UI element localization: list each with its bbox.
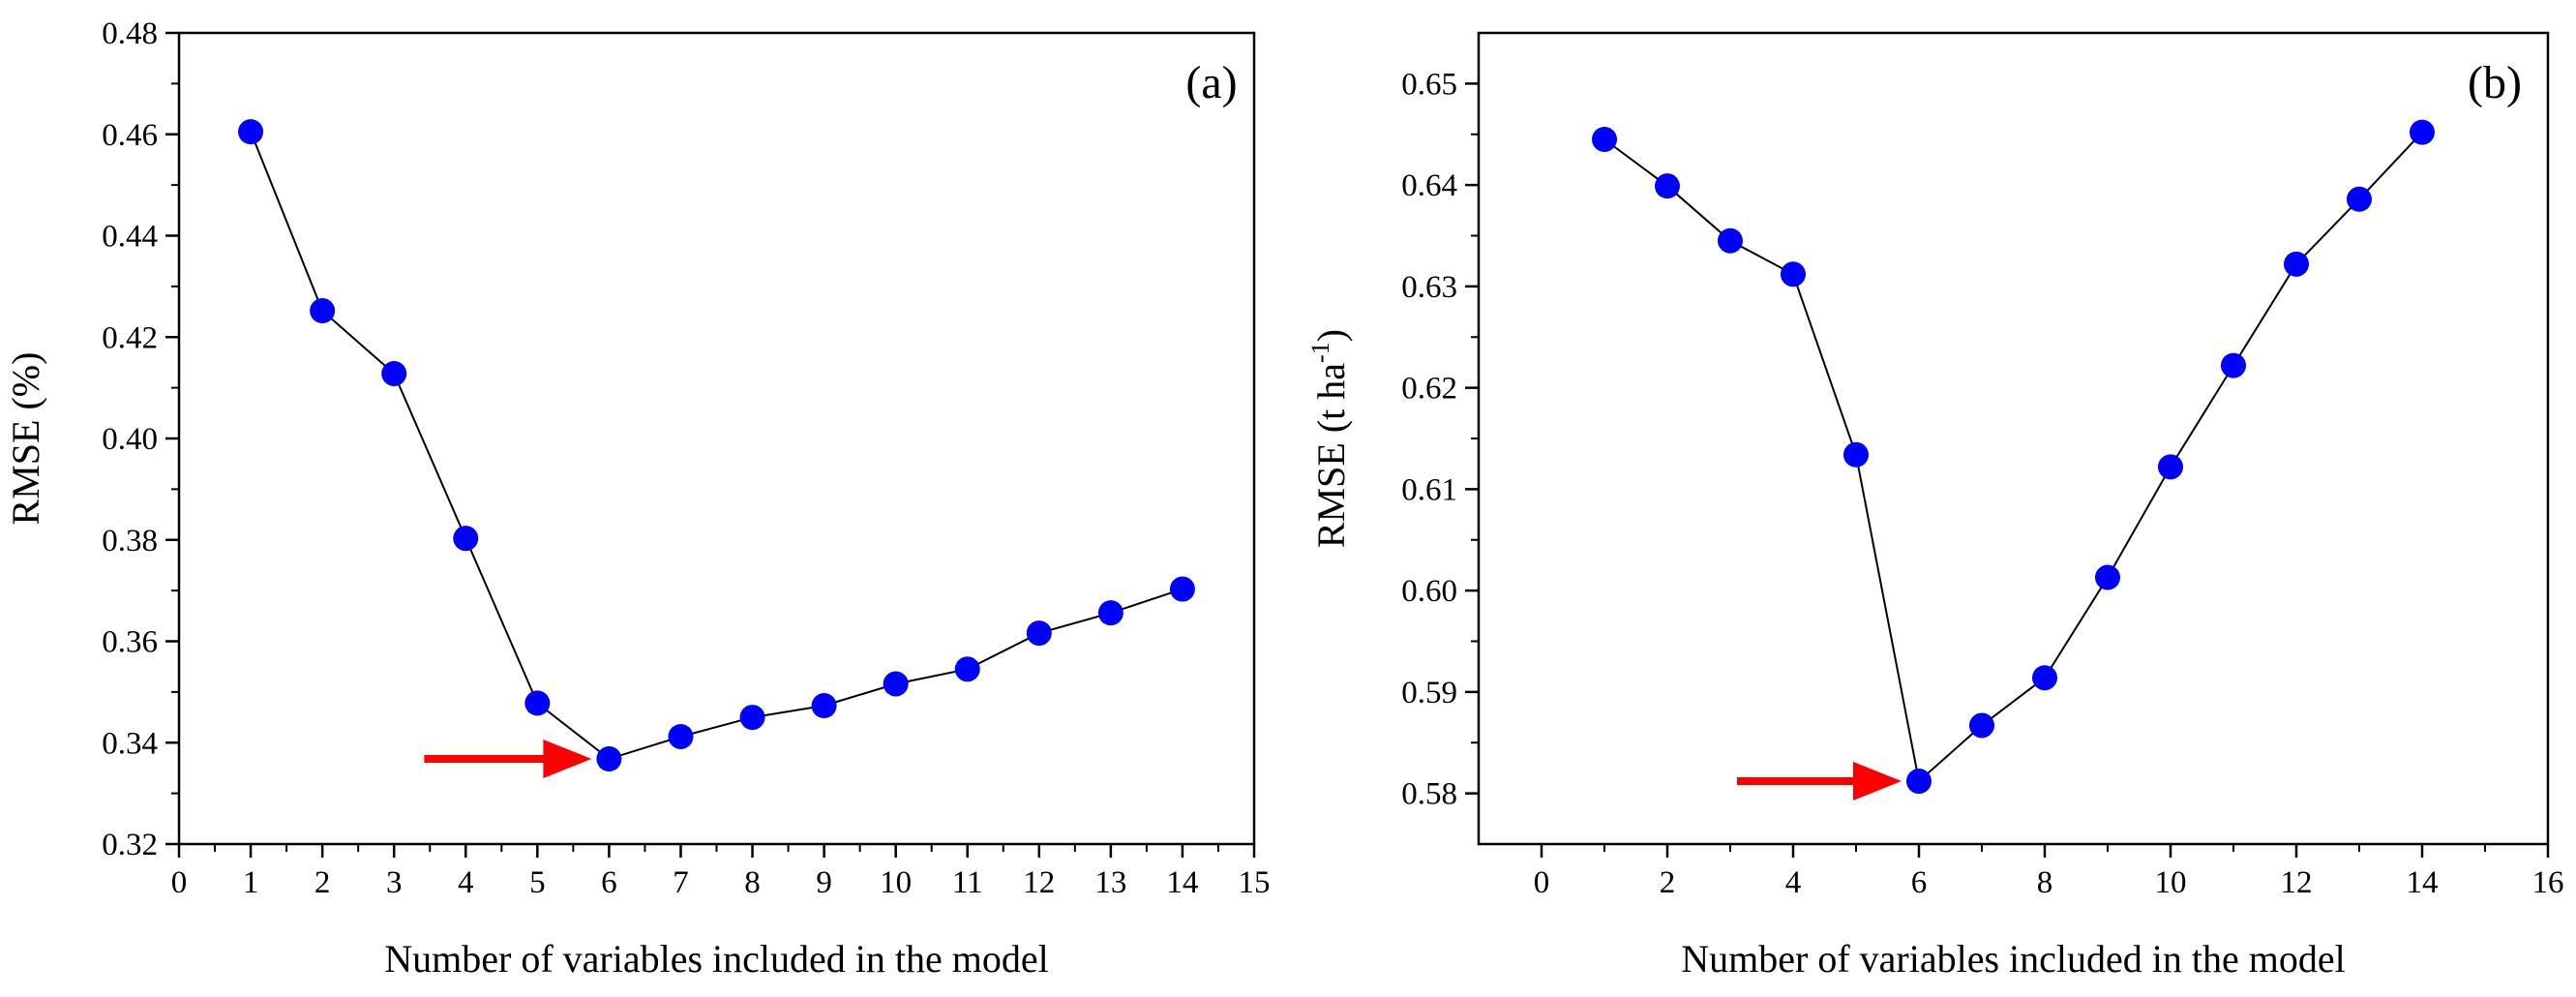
chart-a-x-tick-label: 13 — [1094, 865, 1126, 900]
chart-a-y-tick-label: 0.34 — [102, 726, 158, 761]
chart-a-x-tick-label: 7 — [673, 865, 689, 900]
chart-b-y-tick-label: 0.62 — [1401, 372, 1457, 407]
chart-b-data-point — [2158, 454, 2183, 480]
chart-a-y-tick-label: 0.46 — [102, 118, 158, 153]
chart-b-data-point — [1718, 227, 1743, 254]
chart-b-y-tick-label: 0.58 — [1401, 777, 1457, 812]
chart-a-min-arrow — [424, 740, 592, 779]
chart-a-data-point — [596, 746, 622, 772]
chart-a-x-tick-label: 1 — [243, 865, 259, 900]
chart-a-y-tick-label: 0.38 — [102, 524, 158, 559]
chart-b-y-axis-title-main: RMSE (t ha — [1309, 363, 1353, 548]
chart-b-data-point — [2032, 665, 2057, 691]
chart-a-data-point — [954, 656, 980, 682]
chart-a-data-point — [1169, 576, 1195, 602]
chart-b-y-axis-title: RMSE (t ha-1) — [1306, 329, 1353, 548]
chart-a-x-tick-label: 12 — [1023, 865, 1055, 900]
chart-a-data-point — [883, 671, 909, 697]
chart-a-data-point — [381, 360, 407, 386]
chart-panel-b: 0 2 4 6 8 10 12 14 16 0.58 0.59 0.60 0.61 0.62 0.63 0.6… — [1288, 0, 2576, 997]
chart-a-x-tick-label: 6 — [601, 865, 617, 900]
chart-b-x-tick-label: 4 — [1785, 865, 1802, 900]
chart-b-data-point — [2410, 119, 2435, 145]
chart-a-y-tick-label: 0.44 — [102, 220, 158, 255]
chart-a-y-tick-label: 0.48 — [102, 16, 158, 51]
chart-a-x-tick-label: 3 — [386, 865, 403, 900]
chart-b-min-arrow-head — [1853, 762, 1902, 801]
chart-b-data-point — [1969, 712, 1994, 739]
chart-b-panel-label: (b) — [2468, 57, 2522, 108]
chart-b-y-tick-label: 0.59 — [1401, 676, 1457, 710]
chart-panel-a: 0 1 2 3 4 5 6 7 8 9 10 11 12 13 14 15 0.32 0.34 0.36 0.38 0.… — [4, 16, 1271, 981]
chart-a-y-tick-label: 0.40 — [102, 422, 158, 457]
chart-b-x-axis-title: Number of variables included in the mode… — [1681, 937, 2345, 981]
chart-a-x-tick-label: 2 — [315, 865, 331, 900]
chart-b-y-axis-title-end: ) — [1309, 329, 1353, 342]
chart-b-data-point — [1592, 126, 1617, 152]
chart-a-y-tick-label: 0.32 — [102, 828, 158, 862]
chart-b-data-point — [1843, 441, 1869, 468]
chart-b-data-point — [1906, 769, 1932, 795]
chart-a-x-tick-label: 11 — [952, 865, 983, 900]
chart-b-y-axis-title-superscript: -1 — [1306, 342, 1334, 363]
chart-a-data-point — [310, 298, 336, 324]
chart-b-data-point — [2284, 251, 2309, 277]
chart-b-y-tick-label: 0.60 — [1401, 574, 1457, 609]
chart-a-data-point — [1097, 600, 1123, 626]
chart-a-x-tick-label: 8 — [744, 865, 761, 900]
chart-b-x-tick-label: 12 — [2281, 865, 2313, 900]
chart-a-data-point — [453, 526, 479, 552]
chart-a-data-point — [238, 119, 264, 145]
chart-a-panel-label: (a) — [1185, 57, 1237, 108]
chart-a-plot-frame — [177, 31, 1256, 846]
chart-a-data-point — [1026, 620, 1052, 647]
chart-a-svg: 0 1 2 3 4 5 6 7 8 9 10 11 12 13 14 150.320.340.360.380.… — [4, 16, 1271, 981]
chart-b-min-arrow — [1737, 762, 1902, 801]
chart-a-y-tick-label: 0.42 — [102, 320, 158, 355]
chart-b-y-tick-label: 0.61 — [1401, 472, 1457, 507]
chart-b-x-tick-label: 14 — [2407, 865, 2439, 900]
chart-b-y-tick-label: 0.65 — [1401, 67, 1457, 102]
chart-a-x-tick-label: 9 — [816, 865, 832, 900]
chart-a-data-point — [524, 690, 551, 716]
chart-a-data-point — [739, 705, 765, 731]
chart-b-x-tick-label: 6 — [1911, 865, 1928, 900]
chart-b-plot-frame — [1477, 31, 2550, 846]
chart-b-y-tick-label: 0.63 — [1401, 270, 1457, 305]
chart-a-x-tick-label: 0 — [171, 865, 188, 900]
chart-b-x-tick-label: 10 — [2155, 865, 2187, 900]
chart-b-y-tick-label: 0.64 — [1401, 168, 1457, 203]
chart-a-data-point — [668, 723, 694, 749]
chart-a-data-point — [811, 693, 837, 719]
chart-b-data-point — [1781, 261, 1806, 287]
chart-a-y-axis-title: RMSE (%) — [4, 352, 47, 526]
chart-b-data-point — [2347, 186, 2372, 212]
chart-a-y-tick-label: 0.36 — [102, 625, 158, 660]
chart-b-data-point — [2095, 564, 2120, 590]
chart-b-data-point — [1655, 173, 1680, 199]
chart-b-x-tick-label: 2 — [1660, 865, 1676, 900]
chart-b-x-tick-label: 16 — [2532, 865, 2564, 900]
chart-a-x-tick-label: 14 — [1166, 865, 1198, 900]
chart-a-min-arrow-head — [543, 740, 592, 779]
chart-a-x-tick-label: 15 — [1239, 865, 1271, 900]
chart-b-svg: 0 2 4 6 8 10 12 14 16 0.58 0.59 0.60 0.61 0.62 0.63 0.6… — [1306, 31, 2564, 981]
chart-a-x-tick-label: 4 — [458, 865, 474, 900]
chart-a-x-axis-title: Number of variables included in the mode… — [384, 937, 1048, 981]
chart-b-data-point — [2221, 352, 2246, 378]
chart-a-x-tick-label: 10 — [880, 865, 912, 900]
chart-b-x-tick-label: 8 — [2037, 865, 2053, 900]
chart-b-x-tick-label: 0 — [1534, 865, 1550, 900]
chart-a-series-line — [250, 131, 1183, 761]
chart-a-x-tick-label: 5 — [529, 865, 546, 900]
